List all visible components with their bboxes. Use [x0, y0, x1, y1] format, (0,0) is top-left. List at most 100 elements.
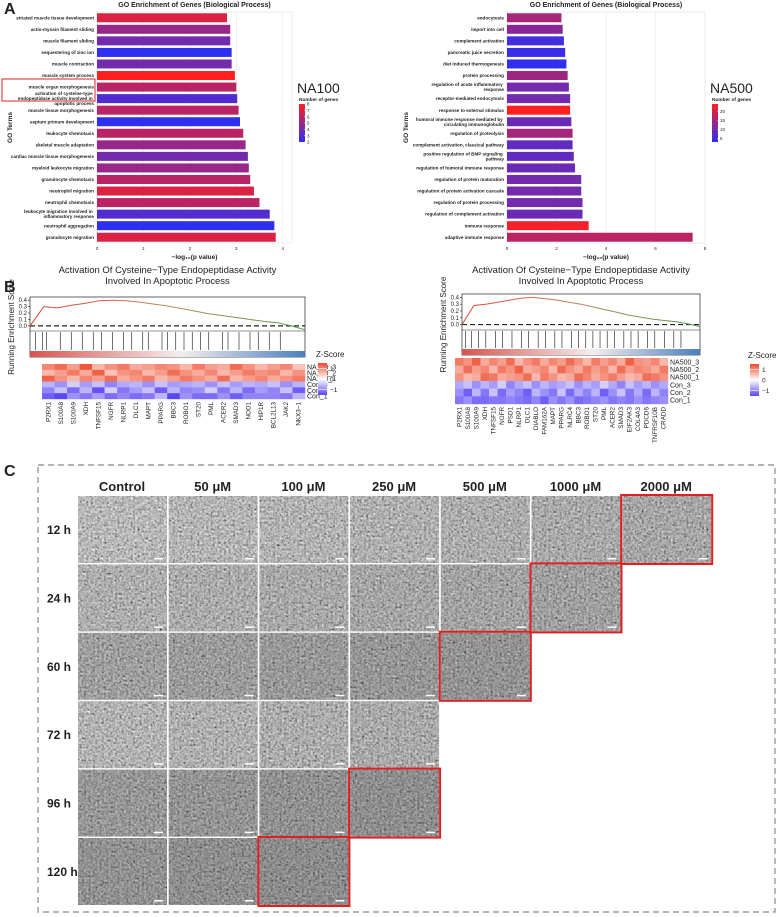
heatmap-cell [92, 381, 105, 388]
bar [97, 186, 254, 196]
heatmap-cell [129, 381, 143, 388]
heatmap-cell [650, 396, 660, 405]
colorbar [299, 104, 305, 142]
heatmap-cell [167, 364, 180, 371]
heatmap-cell [229, 387, 243, 394]
micrograph [78, 632, 167, 700]
category-label: complement activation, classical pathway [413, 142, 505, 147]
x-tick-label: 0 [506, 246, 509, 251]
bar [507, 186, 582, 196]
heatmap-cell [455, 373, 464, 382]
colorbar-tick-label: 3 [307, 133, 310, 138]
category-label: import into cell [471, 27, 504, 32]
row-label: Con_2 [307, 388, 328, 395]
heatmap-cell [608, 396, 618, 405]
heatmap-cell [154, 393, 168, 400]
heatmap-cell [167, 369, 180, 376]
heatmap-cell [582, 373, 592, 382]
heatmap-cell [204, 393, 218, 400]
category-label: receptor-mediated endocytosis [436, 96, 505, 101]
colorbar-tick-label: 10 [720, 127, 726, 132]
heatmap-cell [650, 358, 660, 366]
heatmap-cell [582, 358, 592, 366]
row-label: Con_1 [670, 398, 691, 405]
micrograph [168, 564, 258, 632]
chart-title: Activation Of Cysteine−Type Endopeptidas… [59, 265, 277, 276]
micrograph [259, 701, 349, 769]
heatmap-cell [217, 393, 231, 400]
category-label: muscle system process [42, 73, 94, 78]
heatmap-cell [472, 396, 481, 405]
heatmap-cell [292, 375, 306, 382]
row-label: Con_2 [670, 390, 691, 397]
heatmap-cell [548, 373, 558, 382]
heatmap-cell [531, 396, 541, 405]
heatmap-cell [659, 358, 669, 366]
highlight-frame [348, 767, 442, 839]
colorbar-tick-label: 5 [720, 136, 723, 141]
heatmap-cell [104, 387, 118, 394]
category-label: endocytosis [477, 15, 504, 20]
heatmap-cell [104, 369, 118, 376]
category-label: leukocyte migration involved in inflamma… [24, 209, 94, 219]
heatmap-cell [497, 373, 507, 382]
micrograph-shade [168, 632, 258, 700]
scale-bar [698, 558, 708, 560]
heatmap-cell [608, 358, 618, 366]
scale-bar [607, 626, 617, 628]
bar [507, 94, 571, 104]
scale-bar [516, 694, 526, 697]
heatmap-cell [254, 369, 268, 376]
heatmap-cell [548, 388, 558, 397]
category-label: regulation of proteolysis [450, 131, 504, 136]
bar [507, 117, 572, 127]
column-header: 250 μM [372, 479, 416, 494]
heatmap-cell [179, 375, 193, 382]
bar [507, 232, 693, 242]
heatmap-cell [54, 381, 68, 388]
column-label: NLRP1 [516, 407, 523, 428]
heatmap-cell [608, 373, 618, 382]
column-label: SMAD3 [618, 407, 625, 429]
y-axis-label: GO Terms [403, 112, 410, 143]
heatmap-cell [497, 365, 507, 374]
heatmap-cell [591, 358, 601, 366]
heatmap-cell [267, 381, 281, 388]
heatmap-cell [523, 365, 532, 374]
enrichment-curve [461, 296, 701, 328]
micrograph [78, 564, 167, 632]
x-tick-label: 3 [235, 246, 238, 251]
category-label: actin-myosin filament sliding [31, 27, 94, 32]
micrograph-shade [350, 496, 440, 563]
heatmap-cell [217, 369, 231, 376]
category-label: septum primum development [30, 119, 95, 124]
heatmap-cell [42, 393, 55, 400]
bar [97, 47, 232, 57]
micrograph [531, 496, 621, 563]
micrograph [259, 564, 349, 632]
y-axis-label: GO Terms [7, 112, 14, 143]
heatmap-cell [548, 358, 558, 366]
heatmap-cell [523, 373, 532, 382]
heatmap-cell [497, 358, 507, 366]
heatmap-cell [480, 358, 490, 366]
category-label: diet induced thermogenesis [443, 62, 504, 67]
heatmap-cell [472, 373, 481, 382]
heatmap-cell [267, 364, 281, 371]
heatmap-cell [531, 365, 541, 374]
heatmap-cell [54, 369, 68, 376]
column-label: NGFR [108, 402, 115, 420]
category-label: complement activation [454, 38, 504, 43]
heatmap-cell [129, 393, 143, 400]
heatmap-cell [642, 373, 652, 382]
scale-bar [154, 558, 163, 560]
micrograph-shade [78, 701, 167, 769]
column-label: NLRC4 [567, 407, 574, 428]
row-header: 120 h [47, 865, 78, 879]
heatmap-cell [514, 396, 524, 405]
x-tick-label: 4 [281, 246, 284, 251]
heatmap-cell [54, 387, 68, 394]
heatmap-cell [489, 365, 498, 374]
bar [97, 198, 260, 208]
heatmap-cell [531, 381, 541, 389]
